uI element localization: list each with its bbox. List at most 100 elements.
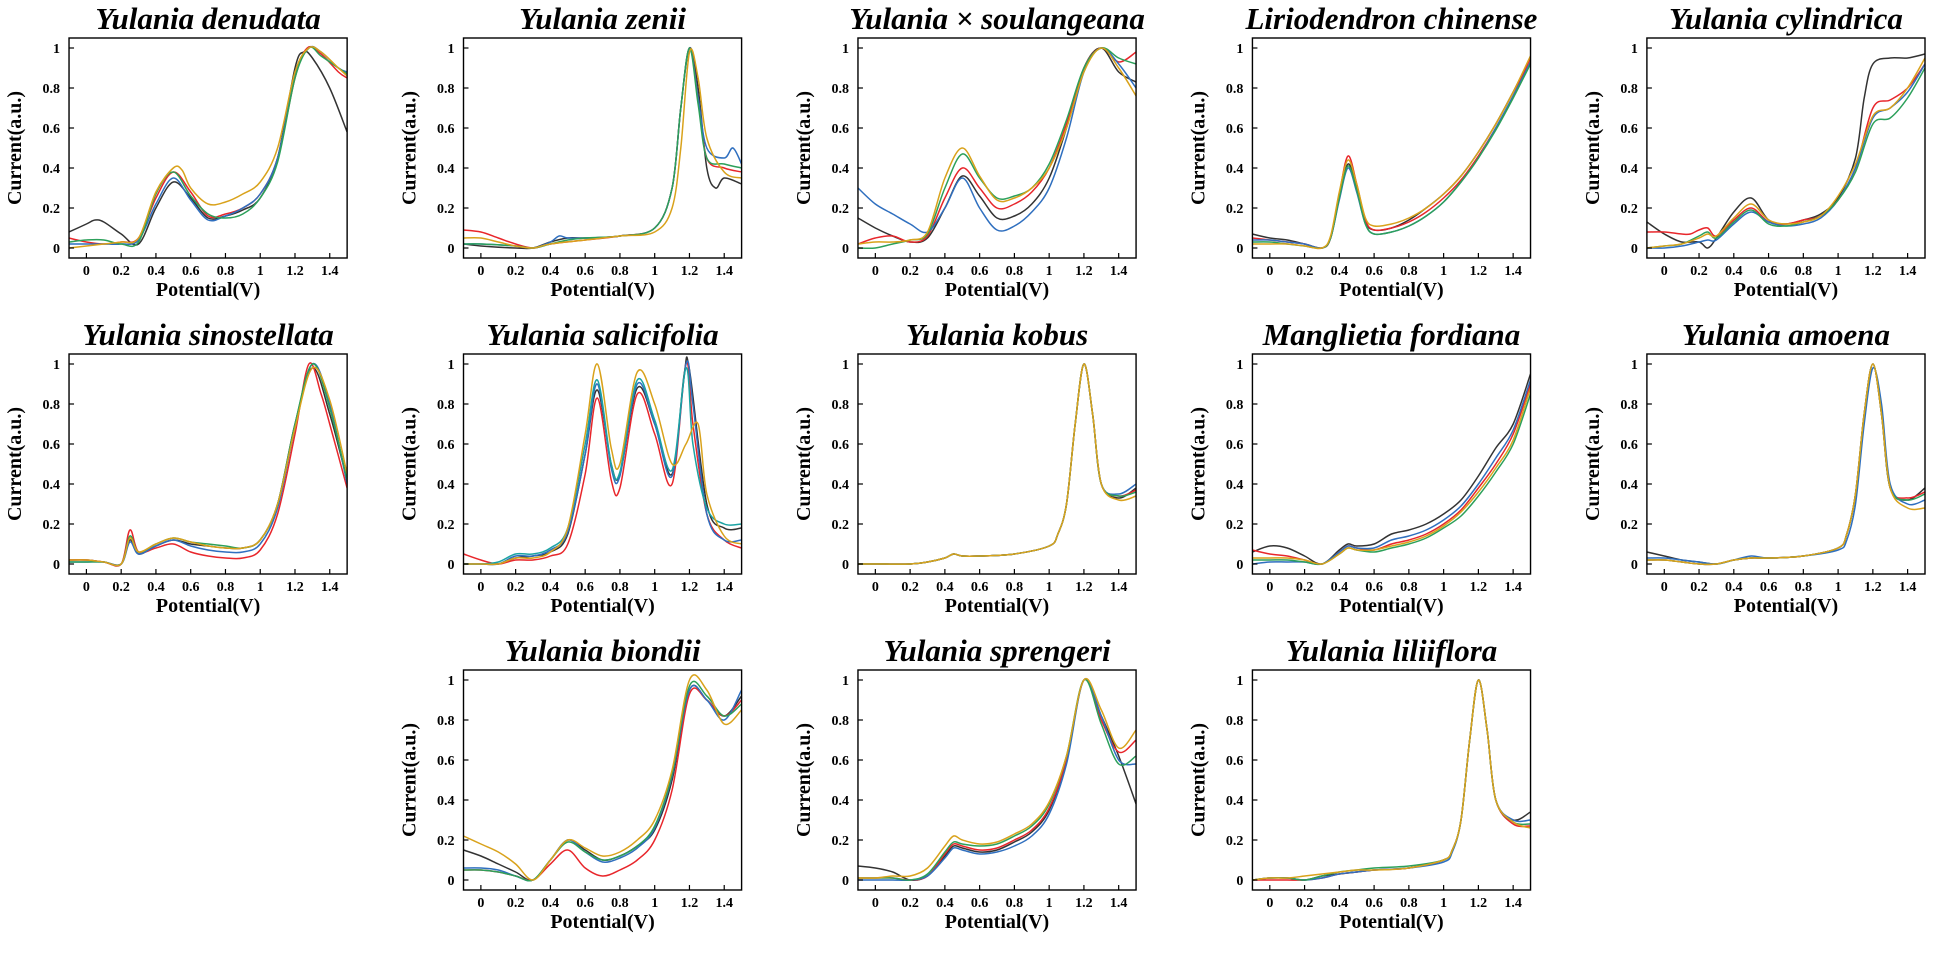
y-tick-label: 0.4 [831, 794, 849, 809]
series-line-red [463, 47, 742, 249]
series-group [857, 47, 1137, 250]
x-tick-label: 1 [257, 580, 264, 595]
series-group [463, 674, 742, 882]
y-tick-label: 0.6 [43, 438, 61, 453]
series-line-black [1646, 363, 1926, 565]
x-axis-label: Potential(V) [945, 911, 1049, 933]
x-tick-label: 0.2 [1690, 580, 1708, 595]
y-axis-label: Current(a.u.) [1187, 723, 1209, 837]
x-tick-label: 1 [1835, 264, 1842, 279]
x-tick-label: 0.4 [1331, 896, 1349, 911]
x-tick-label: 1 [1835, 580, 1842, 595]
x-tick-label: 0.8 [1400, 580, 1418, 595]
panel-10: 0 0.2 0.4 0.6 0.8 1 1.2 1.4 0 0.2 0.4 0.6 0.8 1 Yulani… [1582, 317, 1926, 617]
panel-6: 0 0.2 0.4 0.6 0.8 1 1.2 1.4 0 0.2 0.4 0.6 0.8 1 Yulani… [4, 317, 348, 617]
plot-frame [857, 37, 1137, 259]
plot-frame [1251, 353, 1532, 575]
x-tick-label: 0.4 [936, 896, 954, 911]
panel-11: 0 0.2 0.4 0.6 0.8 1 1.2 1.4 0 0.2 0.4 0.6 0.8 1 Yulani… [398, 633, 743, 933]
y-tick-label: 0.2 [43, 518, 61, 533]
series-line-green [69, 363, 348, 567]
y-tick-label: 0.2 [831, 202, 849, 217]
x-tick-label: 0.2 [901, 264, 919, 279]
x-tick-label: 0.4 [542, 896, 560, 911]
y-tick-label: 0.4 [1226, 478, 1244, 493]
y-tick-label: 0.8 [1226, 82, 1244, 97]
panel-title: Yulania × soulangeana [849, 1, 1145, 36]
panel-9: 0 0.2 0.4 0.6 0.8 1 1.2 1.4 0 0.2 0.4 0.6 0.8 1 Mangli… [1187, 317, 1532, 617]
y-tick-label: 0.8 [831, 714, 849, 729]
series-group [1646, 363, 1926, 566]
series-group [463, 356, 742, 566]
y-tick-label: 0.2 [831, 518, 849, 533]
plot-frame [462, 669, 743, 891]
series-group [69, 45, 348, 249]
x-tick-label: 0.6 [1760, 264, 1778, 279]
y-tick-label: 0 [447, 558, 454, 573]
panel-4: 0 0.2 0.4 0.6 0.8 1 1.2 1.400.20.40.60.81Liriod… [1187, 1, 1537, 301]
y-tick-label: 0.6 [43, 122, 61, 137]
x-tick-label: 0.2 [901, 580, 919, 595]
x-tick-label: 0 [1266, 896, 1273, 911]
series-line-orange [857, 677, 1137, 879]
series-line-orange [463, 674, 742, 881]
series-line-red [463, 687, 742, 882]
y-tick-label: 0.8 [1620, 398, 1638, 413]
series-line-blue [857, 47, 1137, 234]
x-tick-label: 0.8 [611, 264, 629, 279]
y-tick-label: 1 [53, 358, 60, 373]
x-axis-label: Potential(V) [550, 911, 654, 933]
x-tick-label: 1.2 [1470, 264, 1488, 279]
x-axis-label: Potential(V) [945, 279, 1049, 301]
series-line-green [1252, 63, 1531, 250]
y-tick-label: 0.6 [831, 438, 849, 453]
x-tick-label: 0 [1661, 580, 1668, 595]
x-tick-label: 0.2 [507, 264, 525, 279]
series-line-black [69, 367, 348, 567]
x-tick-label: 0.4 [936, 580, 954, 595]
y-tick-label: 0 [842, 874, 849, 889]
y-tick-label: 0.4 [437, 162, 455, 177]
y-tick-label: 0.2 [43, 202, 61, 217]
x-tick-label: 0.2 [1296, 580, 1314, 595]
x-tick-label: 0.8 [217, 264, 235, 279]
y-tick-label: 0.6 [831, 754, 849, 769]
y-tick-label: 1 [53, 42, 60, 57]
series-line-green [1252, 393, 1531, 566]
series-line-orange [857, 363, 1137, 565]
series-line-green [463, 680, 742, 882]
series-group [69, 362, 348, 567]
y-tick-label: 0 [53, 558, 60, 573]
panel-title: Liriodendron chinense [1244, 1, 1537, 36]
plot-frame [68, 353, 348, 575]
y-tick-label: 0.8 [1226, 398, 1244, 413]
x-tick-label: 1.4 [1110, 896, 1128, 911]
y-tick-label: 0.8 [43, 398, 61, 413]
series-line-orange [857, 47, 1137, 245]
y-axis-label: Current(a.u.) [793, 723, 815, 837]
y-tick-label: 0.6 [437, 122, 455, 137]
y-tick-label: 0.4 [1226, 162, 1244, 177]
series-group [1252, 55, 1531, 250]
y-tick-label: 0.2 [437, 834, 455, 849]
x-tick-label: 0.2 [112, 580, 130, 595]
x-tick-label: 1 [1046, 264, 1053, 279]
panel-13: 0 0.2 0.4 0.6 0.8 1 1.2 1.4 0 0.2 0.4 0.6 0.8 1 Yulani… [1187, 633, 1532, 933]
x-tick-label: 1.2 [681, 580, 699, 595]
series-line-red [857, 47, 1137, 245]
y-tick-label: 0.4 [43, 162, 61, 177]
x-tick-label: 0.6 [1365, 580, 1383, 595]
series-group [1252, 679, 1531, 881]
x-tick-label: 0.6 [971, 264, 989, 279]
series-line-black [1252, 373, 1531, 565]
x-tick-label: 1 [257, 264, 264, 279]
series-line-blue [857, 363, 1137, 565]
y-tick-label: 1 [1236, 674, 1243, 689]
x-tick-label: 0.2 [112, 264, 130, 279]
series-line-orange [1646, 363, 1926, 566]
panel-title: Yulania biondii [504, 633, 701, 668]
plot-frame [462, 353, 743, 575]
series-line-black [463, 684, 742, 882]
plot-frame [1646, 37, 1926, 259]
x-tick-label: 1.4 [1899, 580, 1917, 595]
